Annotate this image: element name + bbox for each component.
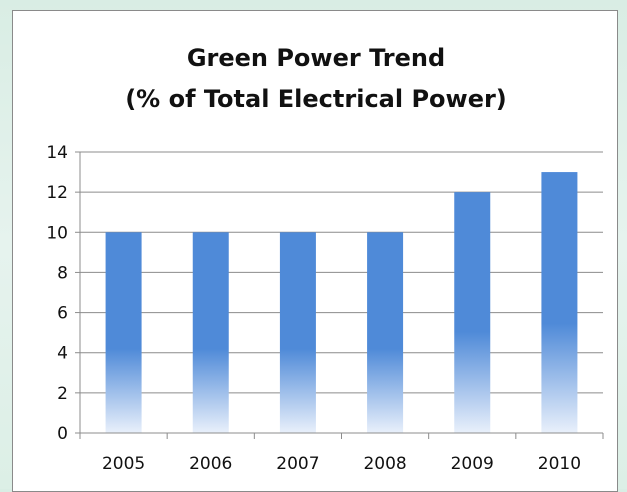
y-tick-label: 6 [57, 304, 68, 324]
bar-2006 [192, 232, 229, 433]
bar-2008 [367, 232, 404, 433]
y-tick-label: 14 [46, 143, 68, 163]
axes [75, 151, 604, 439]
bar-2005 [105, 232, 142, 433]
bar-2007 [279, 232, 316, 433]
tick-labels: 0 2 4 6 8 10 12 14 2005 2006 2007 2008 2009 2010 [46, 143, 581, 474]
y-tick-label: 8 [57, 263, 68, 283]
x-tick-label: 2010 [538, 454, 581, 474]
y-tick-label: 4 [57, 344, 68, 364]
x-tick-label: 2008 [363, 454, 406, 474]
bar-2009 [454, 192, 491, 433]
y-tick-label: 10 [46, 223, 68, 243]
bar-chart: 0 2 4 6 8 10 12 14 2005 2006 2007 2008 2009 2010 [46, 143, 604, 474]
x-tick-label: 2009 [451, 454, 494, 474]
bar-2010 [541, 172, 578, 434]
bars [105, 172, 578, 434]
x-tick-label: 2005 [102, 454, 145, 474]
x-tick-label: 2007 [276, 454, 319, 474]
chart-title-line-2: (% of Total Electrical Power) [125, 85, 507, 113]
chart-title-line-1: Green Power Trend [186, 44, 446, 72]
x-tick-label: 2006 [189, 454, 232, 474]
y-tick-label: 0 [57, 424, 68, 444]
y-tick-label: 2 [57, 384, 68, 404]
chart-frame: Green Power Trend (% of Total Electrical… [12, 10, 618, 492]
gridlines [80, 151, 603, 394]
y-tick-label: 12 [46, 183, 68, 203]
